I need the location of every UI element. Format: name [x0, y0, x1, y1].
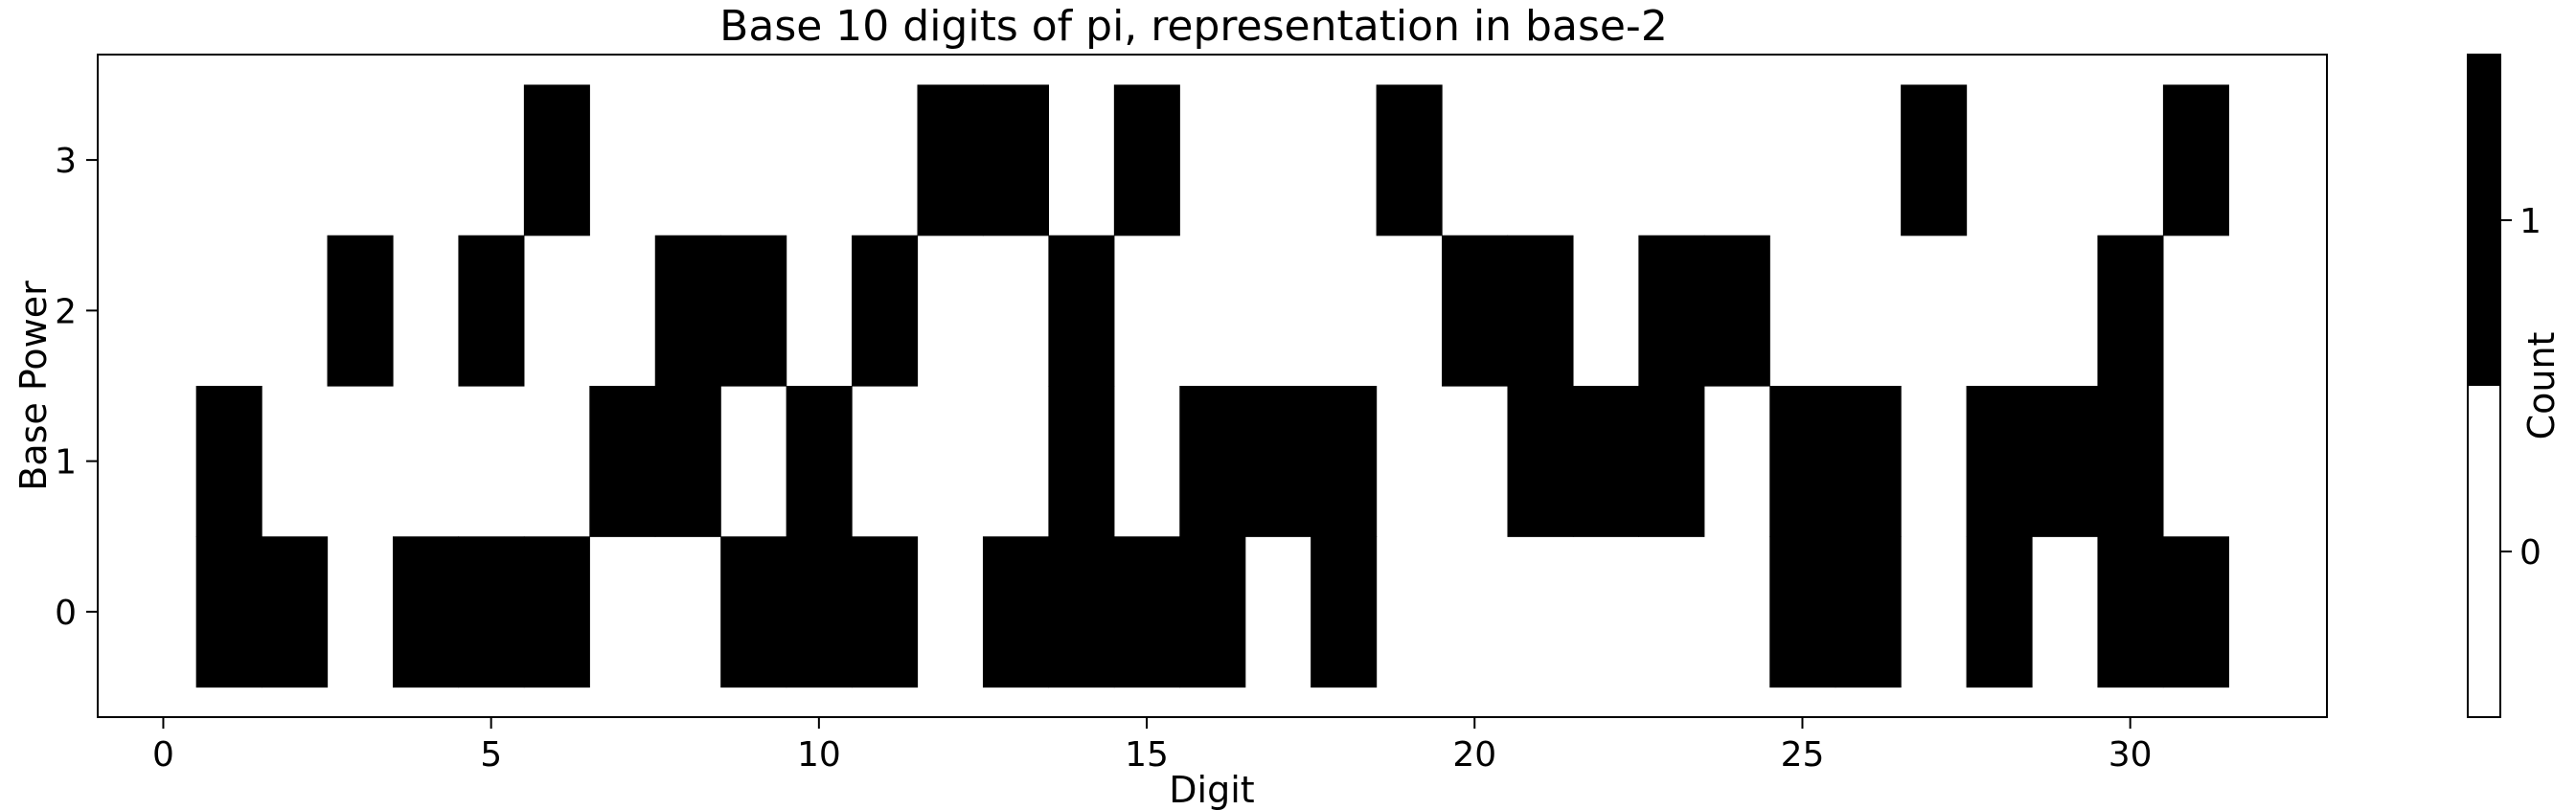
x-tick-label: 10	[797, 735, 841, 775]
heatmap-cell	[654, 235, 721, 387]
heatmap-cell	[392, 536, 460, 688]
heatmap-cell	[1769, 386, 1836, 537]
y-axis-ticks: 0 1 2 3	[55, 142, 98, 633]
heatmap-cell	[2032, 386, 2099, 537]
x-tick-label: 0	[152, 735, 174, 775]
colorbar-segment	[2468, 386, 2500, 717]
heatmap-cell	[1048, 386, 1115, 537]
y-tick-label: 0	[55, 594, 77, 633]
heatmap-cells	[195, 84, 2229, 688]
heatmap-cell	[786, 386, 853, 537]
heatmap-cell	[327, 235, 394, 387]
x-tick-label: 25	[1781, 735, 1825, 775]
x-tick-label: 15	[1125, 735, 1169, 775]
heatmap-cell	[1048, 235, 1115, 387]
heatmap-cell	[1835, 386, 1902, 537]
heatmap-cell	[786, 536, 853, 688]
colorbar-segment	[2468, 55, 2500, 386]
heatmap-cell	[1376, 84, 1443, 236]
heatmap-cell	[654, 386, 721, 537]
heatmap-cell	[1179, 536, 1246, 688]
x-tick-label: 20	[1452, 735, 1496, 775]
heatmap-cell	[1703, 235, 1770, 387]
heatmap-cell	[1311, 386, 1378, 537]
heatmap-cell	[1311, 536, 1378, 688]
plot-area-frame	[97, 54, 2328, 718]
x-axis-label: Digit	[1169, 769, 1254, 810]
heatmap-cell	[458, 235, 525, 387]
colorbar-tick-label: 0	[2519, 533, 2542, 573]
heatmap-cell	[458, 536, 525, 688]
heatmap-cell	[1769, 536, 1836, 688]
heatmap-cell	[2162, 84, 2229, 236]
heatmap-cell	[1966, 386, 2033, 537]
heatmap-cell	[195, 386, 262, 537]
heatmap-cell	[2097, 386, 2164, 537]
heatmap-cell	[195, 536, 262, 688]
heatmap-cell	[2097, 536, 2164, 688]
heatmap-cell	[262, 536, 329, 688]
heatmap-cell	[982, 84, 1049, 236]
heatmap-cell	[852, 536, 919, 688]
colorbar-frame	[2467, 54, 2501, 718]
colorbar-label: Count	[2520, 332, 2563, 440]
heatmap-cell	[1638, 235, 1705, 387]
heatmap-cell	[917, 84, 984, 236]
chart-title: Base 10 digits of pi, representation in …	[719, 2, 1668, 51]
heatmap-cell	[1638, 386, 1705, 537]
heatmap-cell	[720, 536, 787, 688]
heatmap-cell	[589, 386, 656, 537]
x-tick-label: 30	[2109, 735, 2153, 775]
heatmap-cell	[1901, 84, 1968, 236]
heatmap-cell	[1113, 84, 1180, 236]
x-tick-label: 5	[480, 735, 502, 775]
heatmap-cell	[852, 235, 919, 387]
heatmap-cell	[1835, 536, 1902, 688]
heatmap-cell	[1966, 536, 2033, 688]
heatmap-cell	[2097, 235, 2164, 387]
heatmap-cell	[1507, 386, 1574, 537]
heatmap-cell	[1244, 386, 1311, 537]
heatmap-cell	[982, 536, 1049, 688]
heatmap-cell	[1113, 536, 1180, 688]
y-tick-label: 1	[55, 443, 77, 483]
colorbar-tick-label: 1	[2519, 202, 2542, 241]
x-axis-ticks: 0 5 10 15 20 25 30	[152, 717, 2153, 775]
heatmap-cell	[1048, 536, 1115, 688]
heatmap-cell	[523, 536, 590, 688]
heatmap-cell	[1442, 235, 1509, 387]
heatmap-cell	[720, 235, 787, 387]
heatmap-cell	[1179, 386, 1246, 537]
colorbar: 01	[2467, 54, 2542, 718]
heatmap-cell	[2162, 536, 2229, 688]
y-tick-label: 3	[55, 142, 77, 181]
y-axis-label: Base Power	[12, 281, 55, 491]
heatmap-cell	[1572, 386, 1639, 537]
y-tick-label: 2	[55, 292, 77, 331]
heatmap-cell	[523, 84, 590, 236]
heatmap-cell	[1507, 235, 1574, 387]
